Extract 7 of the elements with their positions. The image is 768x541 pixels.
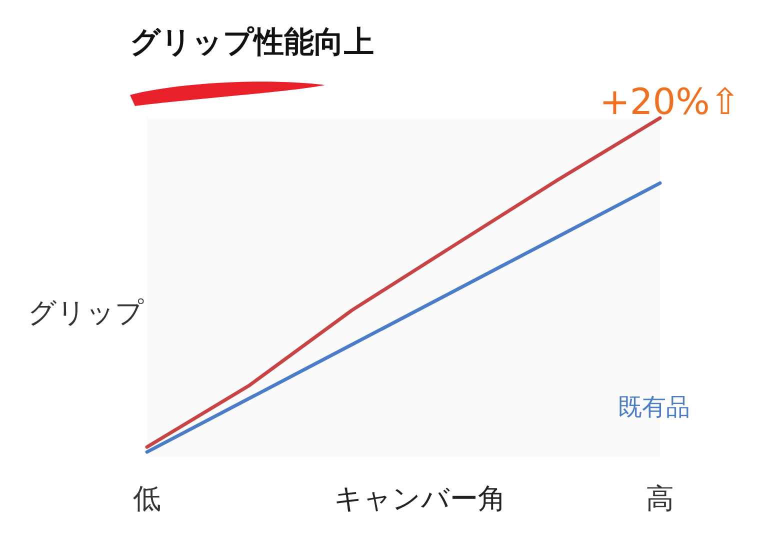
text: 既有品	[618, 393, 690, 421]
chart-title: グリップ性能向上	[130, 25, 374, 60]
x-tick-label: 高	[646, 482, 674, 515]
x-tick-label: 低	[133, 482, 161, 515]
y-axis-title: グリップ	[28, 296, 144, 329]
annotation: +20%⇧	[600, 82, 740, 123]
x-axis-title: キャンバー角	[334, 482, 506, 515]
